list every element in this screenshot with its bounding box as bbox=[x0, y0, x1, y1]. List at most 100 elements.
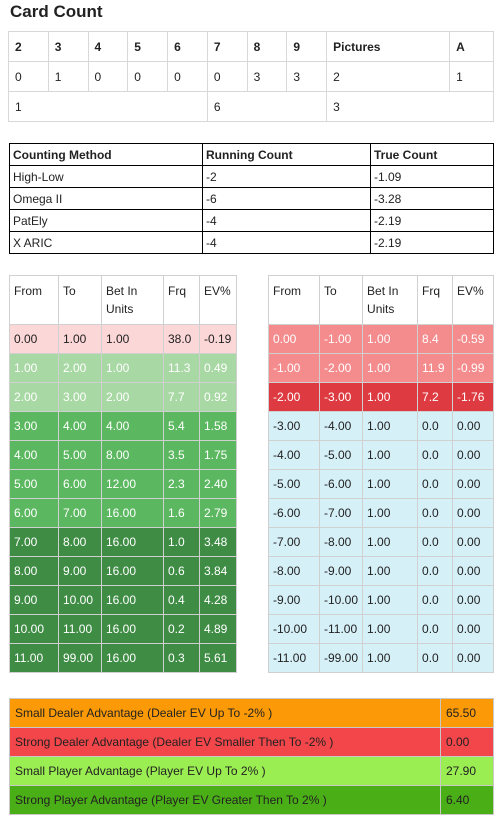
running-count: -4 bbox=[202, 209, 371, 232]
card-header-cell: 3 bbox=[47, 31, 89, 62]
bet-units: 16.00 bbox=[101, 643, 164, 673]
card-count-cell: 1 bbox=[47, 61, 89, 92]
bet-row: 3.00 4.00 4.00 5.4 1.58 bbox=[9, 411, 237, 441]
bet-row: 4.00 5.00 8.00 3.5 1.75 bbox=[9, 440, 237, 470]
bet-to: -11.00 bbox=[318, 614, 364, 644]
bet-units: 8.00 bbox=[101, 440, 164, 470]
bet-row: -11.00 -99.00 1.00 0.0 0.00 bbox=[268, 643, 494, 673]
bet-frequency: 38.0 bbox=[163, 324, 200, 354]
bet-from: -4.00 bbox=[268, 440, 320, 470]
card-header-cell: Pictures bbox=[326, 31, 451, 62]
card-count-header-row: 2 3 4 5 6 7 8 9 Pictures A bbox=[8, 31, 494, 62]
methods-header-cell: True Count bbox=[370, 143, 494, 166]
bet-ev: 0.92 bbox=[199, 382, 237, 412]
bet-to: 8.00 bbox=[58, 527, 102, 557]
bet-units: 1.00 bbox=[362, 353, 419, 383]
card-header-cell: 9 bbox=[286, 31, 328, 62]
card-header-cell: A bbox=[449, 31, 494, 62]
card-count-cell: 2 bbox=[326, 61, 451, 92]
bet-ev: 4.28 bbox=[199, 585, 237, 615]
bet-row: 9.00 10.00 16.00 0.4 4.28 bbox=[9, 585, 237, 615]
bet-from: 4.00 bbox=[9, 440, 59, 470]
advantage-summary-table: Small Dealer Advantage (Dealer EV Up To … bbox=[9, 698, 494, 815]
bet-ev: -0.19 bbox=[199, 324, 237, 354]
bet-to: 6.00 bbox=[58, 469, 102, 499]
bet-header-row: From To Bet In Units Frq EV% bbox=[268, 275, 494, 325]
card-header-cell: 2 bbox=[8, 31, 49, 62]
bet-row: 10.00 11.00 16.00 0.2 4.89 bbox=[9, 614, 237, 644]
bet-ev: 0.49 bbox=[199, 353, 237, 383]
card-count-row: 0 1 0 0 0 0 3 3 2 1 bbox=[8, 61, 494, 92]
bet-to: 5.00 bbox=[58, 440, 102, 470]
bet-units: 1.00 bbox=[362, 643, 419, 673]
running-count: -4 bbox=[202, 231, 371, 254]
card-header-cell: 7 bbox=[206, 31, 248, 62]
bet-from: 10.00 bbox=[9, 614, 59, 644]
bet-ev: 0.00 bbox=[452, 411, 494, 441]
bet-to: -3.00 bbox=[318, 382, 364, 412]
bet-from: 1.00 bbox=[9, 353, 59, 383]
bet-frequency: 0.0 bbox=[417, 556, 454, 586]
bet-frequency: 1.6 bbox=[163, 498, 200, 528]
bet-ev: -0.59 bbox=[452, 324, 494, 354]
bet-from: -8.00 bbox=[268, 556, 320, 586]
method-name: PatEly bbox=[9, 209, 203, 232]
bet-units: 1.00 bbox=[101, 353, 164, 383]
bet-row: -5.00 -6.00 1.00 0.0 0.00 bbox=[268, 469, 494, 499]
bet-to: -8.00 bbox=[318, 527, 364, 557]
bet-row: -4.00 -5.00 1.00 0.0 0.00 bbox=[268, 440, 494, 470]
bet-frequency: 11.3 bbox=[163, 353, 200, 383]
bet-to: -4.00 bbox=[318, 411, 364, 441]
card-group-high: 3 bbox=[326, 91, 494, 122]
bet-row: 1.00 2.00 1.00 11.3 0.49 bbox=[9, 353, 237, 383]
true-count: -3.28 bbox=[370, 187, 494, 210]
bet-row: -7.00 -8.00 1.00 0.0 0.00 bbox=[268, 527, 494, 557]
bet-units: 1.00 bbox=[362, 440, 419, 470]
bet-from: -10.00 bbox=[268, 614, 320, 644]
bet-from: 6.00 bbox=[9, 498, 59, 528]
bet-row: 5.00 6.00 12.00 2.3 2.40 bbox=[9, 469, 237, 499]
bet-frequency: 2.3 bbox=[163, 469, 200, 499]
bet-row: -10.00 -11.00 1.00 0.0 0.00 bbox=[268, 614, 494, 644]
bet-to: 4.00 bbox=[58, 411, 102, 441]
bet-ev: 5.61 bbox=[199, 643, 237, 673]
bet-to: -7.00 bbox=[318, 498, 364, 528]
advantage-row: Strong Dealer Advantage (Dealer EV Small… bbox=[9, 727, 494, 757]
bet-from: 0.00 bbox=[9, 324, 59, 354]
bet-frequency: 0.4 bbox=[163, 585, 200, 615]
bet-frequency: 5.4 bbox=[163, 411, 200, 441]
bet-ev: 1.58 bbox=[199, 411, 237, 441]
bet-row: 6.00 7.00 16.00 1.6 2.79 bbox=[9, 498, 237, 528]
bet-row: -8.00 -9.00 1.00 0.0 0.00 bbox=[268, 556, 494, 586]
card-count-cell: 0 bbox=[206, 61, 248, 92]
methods-row: PatEly -4 -2.19 bbox=[9, 209, 494, 232]
bet-from: 9.00 bbox=[9, 585, 59, 615]
bet-ev: 0.00 bbox=[452, 498, 494, 528]
method-name: High-Low bbox=[9, 165, 203, 188]
bet-from: -3.00 bbox=[268, 411, 320, 441]
card-count-cell: 0 bbox=[167, 61, 208, 92]
bet-units: 2.00 bbox=[101, 382, 164, 412]
bet-to: -9.00 bbox=[318, 556, 364, 586]
bet-frequency: 0.0 bbox=[417, 614, 454, 644]
bet-row: 11.00 99.00 16.00 0.3 5.61 bbox=[9, 643, 237, 673]
bet-to: -99.00 bbox=[318, 643, 364, 673]
bet-header-cell: From bbox=[9, 275, 59, 325]
counting-methods-table: Counting Method Running Count True Count… bbox=[9, 143, 494, 254]
bet-frequency: 0.6 bbox=[163, 556, 200, 586]
bet-to: 3.00 bbox=[58, 382, 102, 412]
negative-bet-table: From To Bet In Units Frq EV% 0.00 -1.00 1.… bbox=[268, 275, 494, 673]
bet-frequency: 1.0 bbox=[163, 527, 200, 557]
bet-from: -6.00 bbox=[268, 498, 320, 528]
method-name: X ARIC bbox=[9, 231, 203, 254]
bet-from: -11.00 bbox=[268, 643, 320, 673]
page-title: Card Count bbox=[10, 2, 103, 21]
bet-to: 7.00 bbox=[58, 498, 102, 528]
bet-frequency: 11.9 bbox=[417, 353, 454, 383]
bet-units: 1.00 bbox=[362, 527, 419, 557]
bet-to: 9.00 bbox=[58, 556, 102, 586]
bet-from: 7.00 bbox=[9, 527, 59, 557]
advantage-label: Small Dealer Advantage (Dealer EV Up To … bbox=[9, 698, 441, 728]
bet-to: -10.00 bbox=[318, 585, 364, 615]
bet-ev: 0.00 bbox=[452, 643, 494, 673]
